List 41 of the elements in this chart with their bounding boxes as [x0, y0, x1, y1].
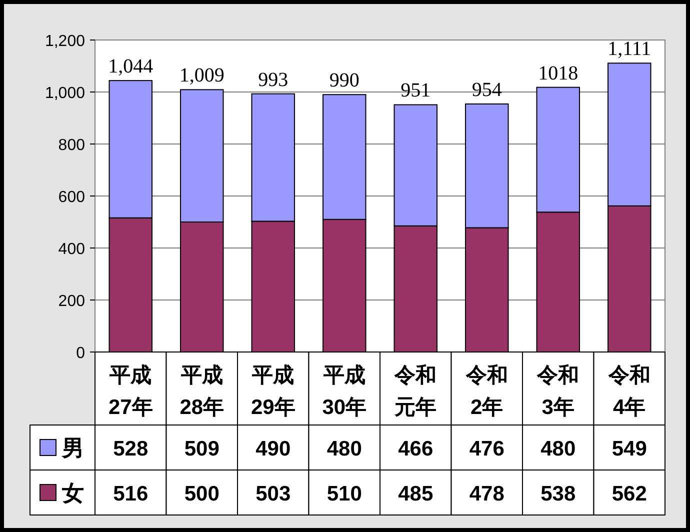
total-label: 1,009: [179, 64, 224, 87]
total-label: 1018: [538, 62, 578, 84]
y-tick-label: 1,000: [44, 85, 86, 102]
x-tick-label: 平成29年: [250, 364, 296, 419]
x-tick-label: 平成27年: [108, 364, 153, 419]
legend-label: 男: [61, 436, 84, 460]
data-label: 480: [540, 438, 576, 460]
data-label: 516: [113, 482, 148, 506]
data-label: 562: [612, 482, 647, 506]
data-label: 485: [398, 482, 434, 506]
x-tick-label: 令和4年: [607, 364, 650, 419]
data-label: 490: [256, 438, 291, 460]
x-tick-label: 令和元年: [394, 364, 437, 419]
x-tick-label: 令和3年: [536, 364, 580, 419]
total-label: 993: [258, 68, 288, 91]
y-tick-label: 800: [58, 137, 86, 154]
data-label: 466: [398, 438, 434, 460]
x-tick-label: 平成30年: [322, 364, 367, 419]
data-label: 476: [469, 438, 504, 460]
x-tick-label: 平成28年: [180, 364, 224, 419]
y-tick-label: 0: [76, 345, 86, 362]
x-tick-label: 令和2年: [464, 364, 508, 419]
data-label: 538: [540, 482, 576, 506]
legend-label: 女: [61, 480, 84, 506]
data-label: 528: [113, 438, 148, 460]
y-tick-label: 400: [58, 241, 86, 258]
total-label: 1,111: [608, 38, 652, 60]
y-tick-label: 600: [58, 189, 86, 206]
total-label: 954: [472, 78, 502, 101]
data-label: 509: [184, 438, 220, 460]
total-label: 990: [329, 70, 360, 92]
y-tick-label: 200: [58, 293, 86, 310]
data-label: 503: [256, 482, 291, 506]
data-label: 510: [326, 482, 362, 506]
data-label: 549: [612, 438, 647, 460]
data-label: 500: [184, 482, 220, 506]
data-label: 480: [326, 438, 362, 460]
y-tick-label: 1,200: [44, 33, 86, 50]
data-label: 478: [469, 482, 505, 506]
total-label: 1,044: [108, 56, 154, 78]
total-label: 951: [400, 80, 431, 102]
